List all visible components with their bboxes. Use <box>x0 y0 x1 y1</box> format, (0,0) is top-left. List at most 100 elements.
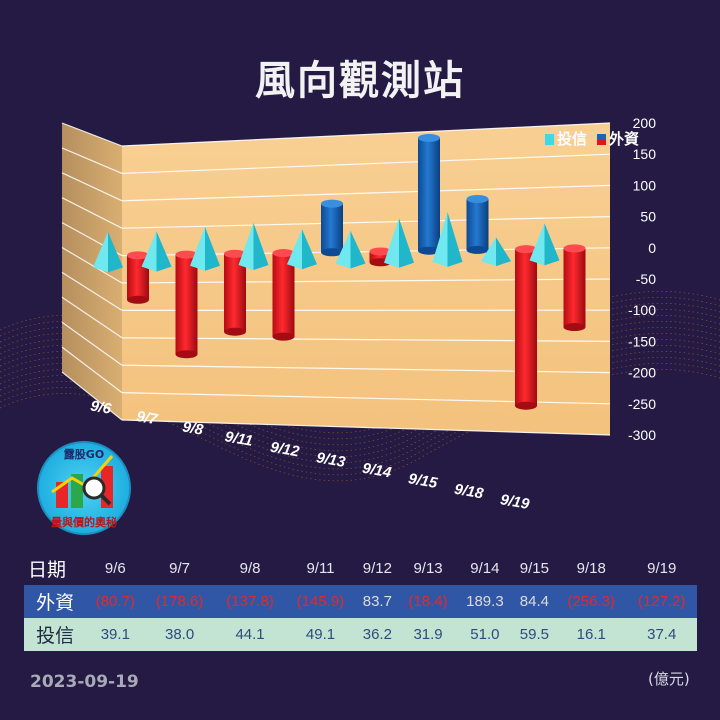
gridline <box>121 216 611 229</box>
table-cell-foreign: (145.9) <box>285 585 356 618</box>
bar-foreign-base <box>272 332 295 341</box>
table-header-label: 日期 <box>28 560 67 581</box>
table-date-cell: 9/18 <box>576 560 606 577</box>
table-row-foreign: 外資 (80.7) (178.6) (137.8) (145.9) 83.7 (… <box>24 585 697 618</box>
legend-swatch-trust <box>545 134 554 145</box>
bar-foreign-cap <box>515 245 537 254</box>
y-tick-label: 100 <box>633 177 657 193</box>
bar-foreign <box>418 137 440 251</box>
x-tick-label: 9/8 <box>181 418 205 438</box>
pyramid-trust-left <box>141 231 157 272</box>
bar-foreign <box>466 198 489 250</box>
table-date-cell: 9/12 <box>362 560 392 577</box>
gridline-side <box>61 172 123 202</box>
y-tick-label: -200 <box>628 365 656 381</box>
bar-foreign-cap <box>466 194 489 203</box>
x-tick-label: 9/7 <box>135 408 159 428</box>
bar-foreign-base <box>224 327 246 336</box>
bar-foreign <box>369 251 392 263</box>
table-row-label-foreign: 外資 <box>24 585 87 618</box>
pyramid-trust-right <box>108 231 123 273</box>
legend-item-trust: 投信 <box>545 128 587 149</box>
table-cell-trust: 36.2 <box>355 618 399 651</box>
pyramid-trust-right <box>399 218 414 268</box>
gridline-side <box>61 246 123 284</box>
table-cell-foreign: 84.4 <box>512 585 557 618</box>
logo: 露股GO 量與價的奧秘 <box>37 441 131 535</box>
pyramid-trust-right <box>156 231 172 272</box>
bar-foreign-cap <box>369 247 392 256</box>
unit-label: (億元) <box>648 670 690 688</box>
bar-foreign-base <box>515 401 537 410</box>
gridline <box>121 153 611 174</box>
bar-foreign <box>272 253 295 337</box>
table-cell-foreign: (18.4) <box>399 585 458 618</box>
table-cell-trust: 37.4 <box>626 618 697 651</box>
magnifier-handle <box>99 493 112 506</box>
y-tick-label: 150 <box>633 146 657 162</box>
logo-text-top: 露股GO <box>64 448 104 461</box>
pyramid-trust-left <box>384 218 399 268</box>
bar-foreign-base <box>418 246 440 255</box>
bar-foreign-cap <box>321 199 343 208</box>
bar-foreign-base <box>175 350 198 359</box>
y-axis: 200 150 100 50 0 -50 -100 -150 -200 -250 -300 <box>628 115 656 443</box>
bar-foreign-cap <box>224 249 246 258</box>
gridline-side <box>61 122 123 147</box>
table-cell-foreign: (178.6) <box>144 585 215 618</box>
pyramid-trust-left <box>335 230 351 269</box>
gridline-side <box>61 147 123 174</box>
gridline <box>121 419 611 436</box>
table-date-cell: 9/15 <box>519 560 549 577</box>
table-date-cell: 9/6 <box>104 560 126 577</box>
gridline <box>121 122 611 147</box>
report-date: 2023-09-19 <box>30 672 139 692</box>
table-cell-trust: 49.1 <box>285 618 356 651</box>
legend-swatch-foreign <box>597 134 607 145</box>
table-cell-foreign: (137.8) <box>214 585 286 618</box>
bar-foreign-cap <box>175 250 198 259</box>
gridline <box>121 184 611 202</box>
pyramid-trust-left <box>93 231 108 273</box>
bar-foreign-cap <box>418 133 440 142</box>
bar-foreign-cap <box>272 249 295 258</box>
pyramid-trust-right <box>253 222 269 271</box>
table-cell-foreign: 83.7 <box>355 585 399 618</box>
table-date-cell: 9/13 <box>413 560 443 577</box>
table-row-trust: 投信 39.1 38.0 44.1 49.1 36.2 31.9 51.0 59… <box>24 618 697 651</box>
table-date-cell: 9/11 <box>306 560 335 577</box>
y-tick-label: -100 <box>628 302 656 318</box>
pyramid-trust-left <box>432 212 448 267</box>
pyramid-trust-left <box>529 223 545 266</box>
bar-foreign <box>175 254 198 355</box>
bar-foreign-cap <box>127 251 149 260</box>
pyramid-trust-right <box>302 229 317 270</box>
page-title: 風向觀測站 <box>255 58 465 104</box>
y-tick-label: -50 <box>636 271 656 287</box>
x-axis: 9/6 9/7 9/8 9/11 9/12 9/13 9/14 9/15 9/18 9/19 <box>89 397 531 513</box>
x-tick-label: 9/12 <box>269 439 301 461</box>
y-tick-label: -300 <box>628 427 656 443</box>
x-tick-label: 9/14 <box>361 460 393 482</box>
table-date-cell: 9/14 <box>470 560 500 577</box>
x-tick-label: 9/6 <box>89 397 113 417</box>
y-tick-label: 200 <box>633 115 657 131</box>
gridline-side <box>61 346 123 394</box>
pyramid-trust-left <box>190 226 205 271</box>
table-cell-foreign: (127.2) <box>626 585 697 618</box>
logo-trend-line <box>51 455 114 494</box>
bar-foreign-base <box>127 295 149 304</box>
pyramid-trust-left <box>481 237 496 267</box>
table-cell-trust: 59.5 <box>512 618 557 651</box>
pyramid-trust-right <box>496 237 511 267</box>
x-tick-label: 9/13 <box>315 449 347 471</box>
x-tick-label: 9/15 <box>407 470 439 492</box>
gridline-side <box>61 371 123 421</box>
pyramid-trust-right <box>205 226 220 271</box>
pyramid-trust-right <box>447 212 463 267</box>
legend-item-foreign: 外資 <box>597 128 639 149</box>
table-cell-trust: 39.1 <box>86 618 145 651</box>
table-cell-trust: 44.1 <box>214 618 286 651</box>
